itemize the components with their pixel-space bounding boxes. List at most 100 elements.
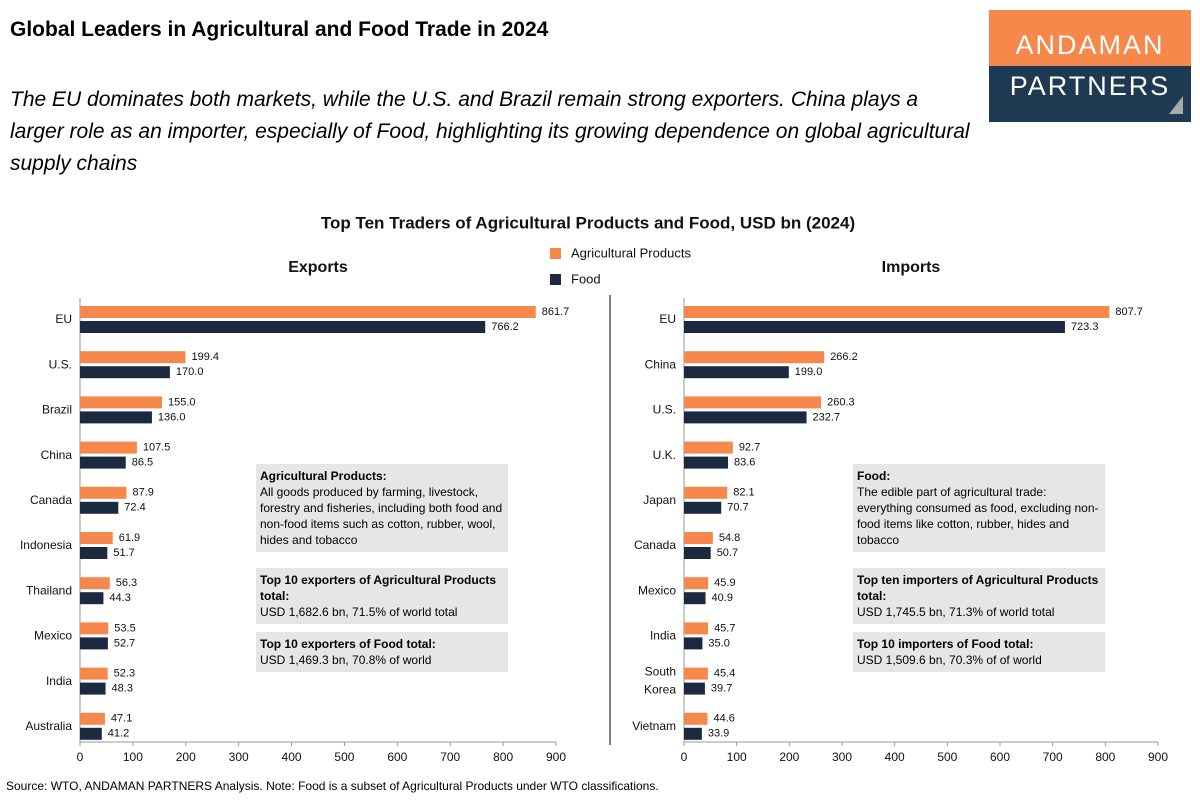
bar (684, 727, 702, 740)
value-label: 45.4 (714, 668, 735, 680)
bar (80, 622, 109, 635)
bar (684, 712, 708, 725)
x-tick-label: 300 (229, 750, 249, 764)
bar (684, 547, 711, 559)
value-label: 40.9 (712, 592, 733, 604)
logo-text: ANDAMAN (989, 10, 1191, 66)
value-label: 45.7 (714, 622, 735, 634)
note-box: Top 10 exporters of Food total: USD 1,469… (256, 632, 508, 672)
note-text: USD 1,469.3 bn, 70.8% of world (260, 653, 432, 667)
bar (80, 306, 536, 318)
bar (80, 411, 152, 424)
y-tick-label: EU (659, 312, 676, 326)
bar (684, 456, 729, 469)
bar (684, 532, 713, 544)
value-label: 87.9 (132, 487, 153, 499)
logo-text: PARTNERS (1009, 71, 1171, 101)
note-text: USD 1,682.6 bn, 71.5% of world total (260, 605, 458, 619)
value-label: 723.3 (1071, 321, 1099, 333)
y-tick-label: China (645, 357, 677, 371)
value-label: 51.7 (113, 547, 134, 559)
note-box: Top ten importers of Agricultural Produc… (853, 568, 1105, 624)
value-label: 39.7 (711, 683, 732, 695)
bar (80, 577, 110, 590)
value-label: 53.5 (114, 622, 135, 634)
value-label: 107.5 (143, 442, 171, 454)
x-tick-label: 800 (493, 750, 513, 764)
bar (684, 351, 825, 364)
legend-label: Food (571, 271, 601, 286)
bar (80, 547, 108, 559)
bar (684, 396, 822, 409)
bar (80, 486, 127, 499)
value-label: 170.0 (176, 366, 204, 378)
value-label: 41.2 (108, 728, 129, 740)
value-label: 260.3 (827, 396, 855, 408)
bar (80, 366, 170, 379)
note-text: The edible part of agricultural trade: e… (857, 485, 1099, 547)
x-tick-label: 500 (334, 750, 354, 764)
value-label: 33.9 (708, 728, 729, 740)
note-text: USD 1,745.5 bn, 71.3% of world total (857, 605, 1055, 619)
y-tick-label: Vietnam (632, 719, 676, 733)
x-tick-label: 200 (176, 750, 196, 764)
value-label: 199.4 (191, 351, 219, 363)
y-tick-label: India (650, 629, 676, 643)
bar (80, 456, 126, 469)
x-tick-label: 100 (123, 750, 143, 764)
x-tick-label: 600 (387, 750, 407, 764)
x-tick-label: 900 (1148, 750, 1168, 764)
bar (684, 366, 789, 379)
legend-label: Agricultural Products (571, 245, 691, 260)
figure-title: Top Ten Traders of Agricultural Products… (321, 213, 855, 232)
bar (80, 592, 104, 605)
note-heading: Top 10 exporters of Agricultural Product… (260, 573, 497, 603)
x-tick-label: 300 (832, 750, 852, 764)
value-label: 766.2 (491, 321, 519, 333)
bar (684, 306, 1110, 318)
bar (684, 501, 722, 514)
x-tick-label: 200 (779, 750, 799, 764)
note-heading: Top 10 exporters of Food total: (260, 637, 436, 651)
value-label: 35.0 (708, 637, 729, 649)
value-label: 136.0 (158, 411, 186, 423)
y-tick-label: Japan (643, 493, 676, 507)
bar (80, 712, 105, 725)
logo: ANDAMAN PARTNERS (989, 10, 1191, 122)
value-label: 83.6 (734, 457, 755, 469)
bar (80, 682, 106, 695)
y-tick-label: India (46, 674, 72, 688)
value-label: 52.3 (114, 668, 135, 680)
bar (80, 351, 186, 364)
bar (80, 637, 108, 650)
bar (80, 501, 119, 514)
logo-icon (1169, 96, 1183, 114)
note-text: All goods produced by farming, livestock… (260, 485, 503, 547)
value-label: 54.8 (719, 532, 740, 544)
value-label: 47.1 (111, 713, 132, 725)
source: Source: WTO, ANDAMAN PARTNERS Analysis. … (6, 779, 659, 793)
bar (684, 577, 709, 590)
x-tick-label: 0 (77, 750, 84, 764)
value-label: 52.7 (114, 637, 135, 649)
y-tick-label: Thailand (26, 583, 72, 597)
value-label: 44.3 (109, 592, 130, 604)
y-tick-label: Indonesia (20, 538, 72, 552)
legend-swatch (550, 248, 561, 259)
bar (80, 441, 137, 454)
panel-title: Imports (882, 259, 941, 276)
bar (684, 682, 705, 695)
value-label: 70.7 (727, 502, 748, 514)
value-label: 56.3 (116, 577, 137, 589)
x-tick-label: 900 (546, 750, 566, 764)
note-heading: Top ten importers of Agricultural Produc… (857, 573, 1099, 603)
value-label: 45.9 (714, 577, 735, 589)
x-tick-label: 600 (990, 750, 1010, 764)
value-label: 44.6 (713, 713, 734, 725)
y-tick-label: Mexico (34, 629, 72, 643)
y-tick-label: Australia (25, 719, 72, 733)
bar (684, 486, 728, 499)
x-tick-label: 400 (885, 750, 905, 764)
